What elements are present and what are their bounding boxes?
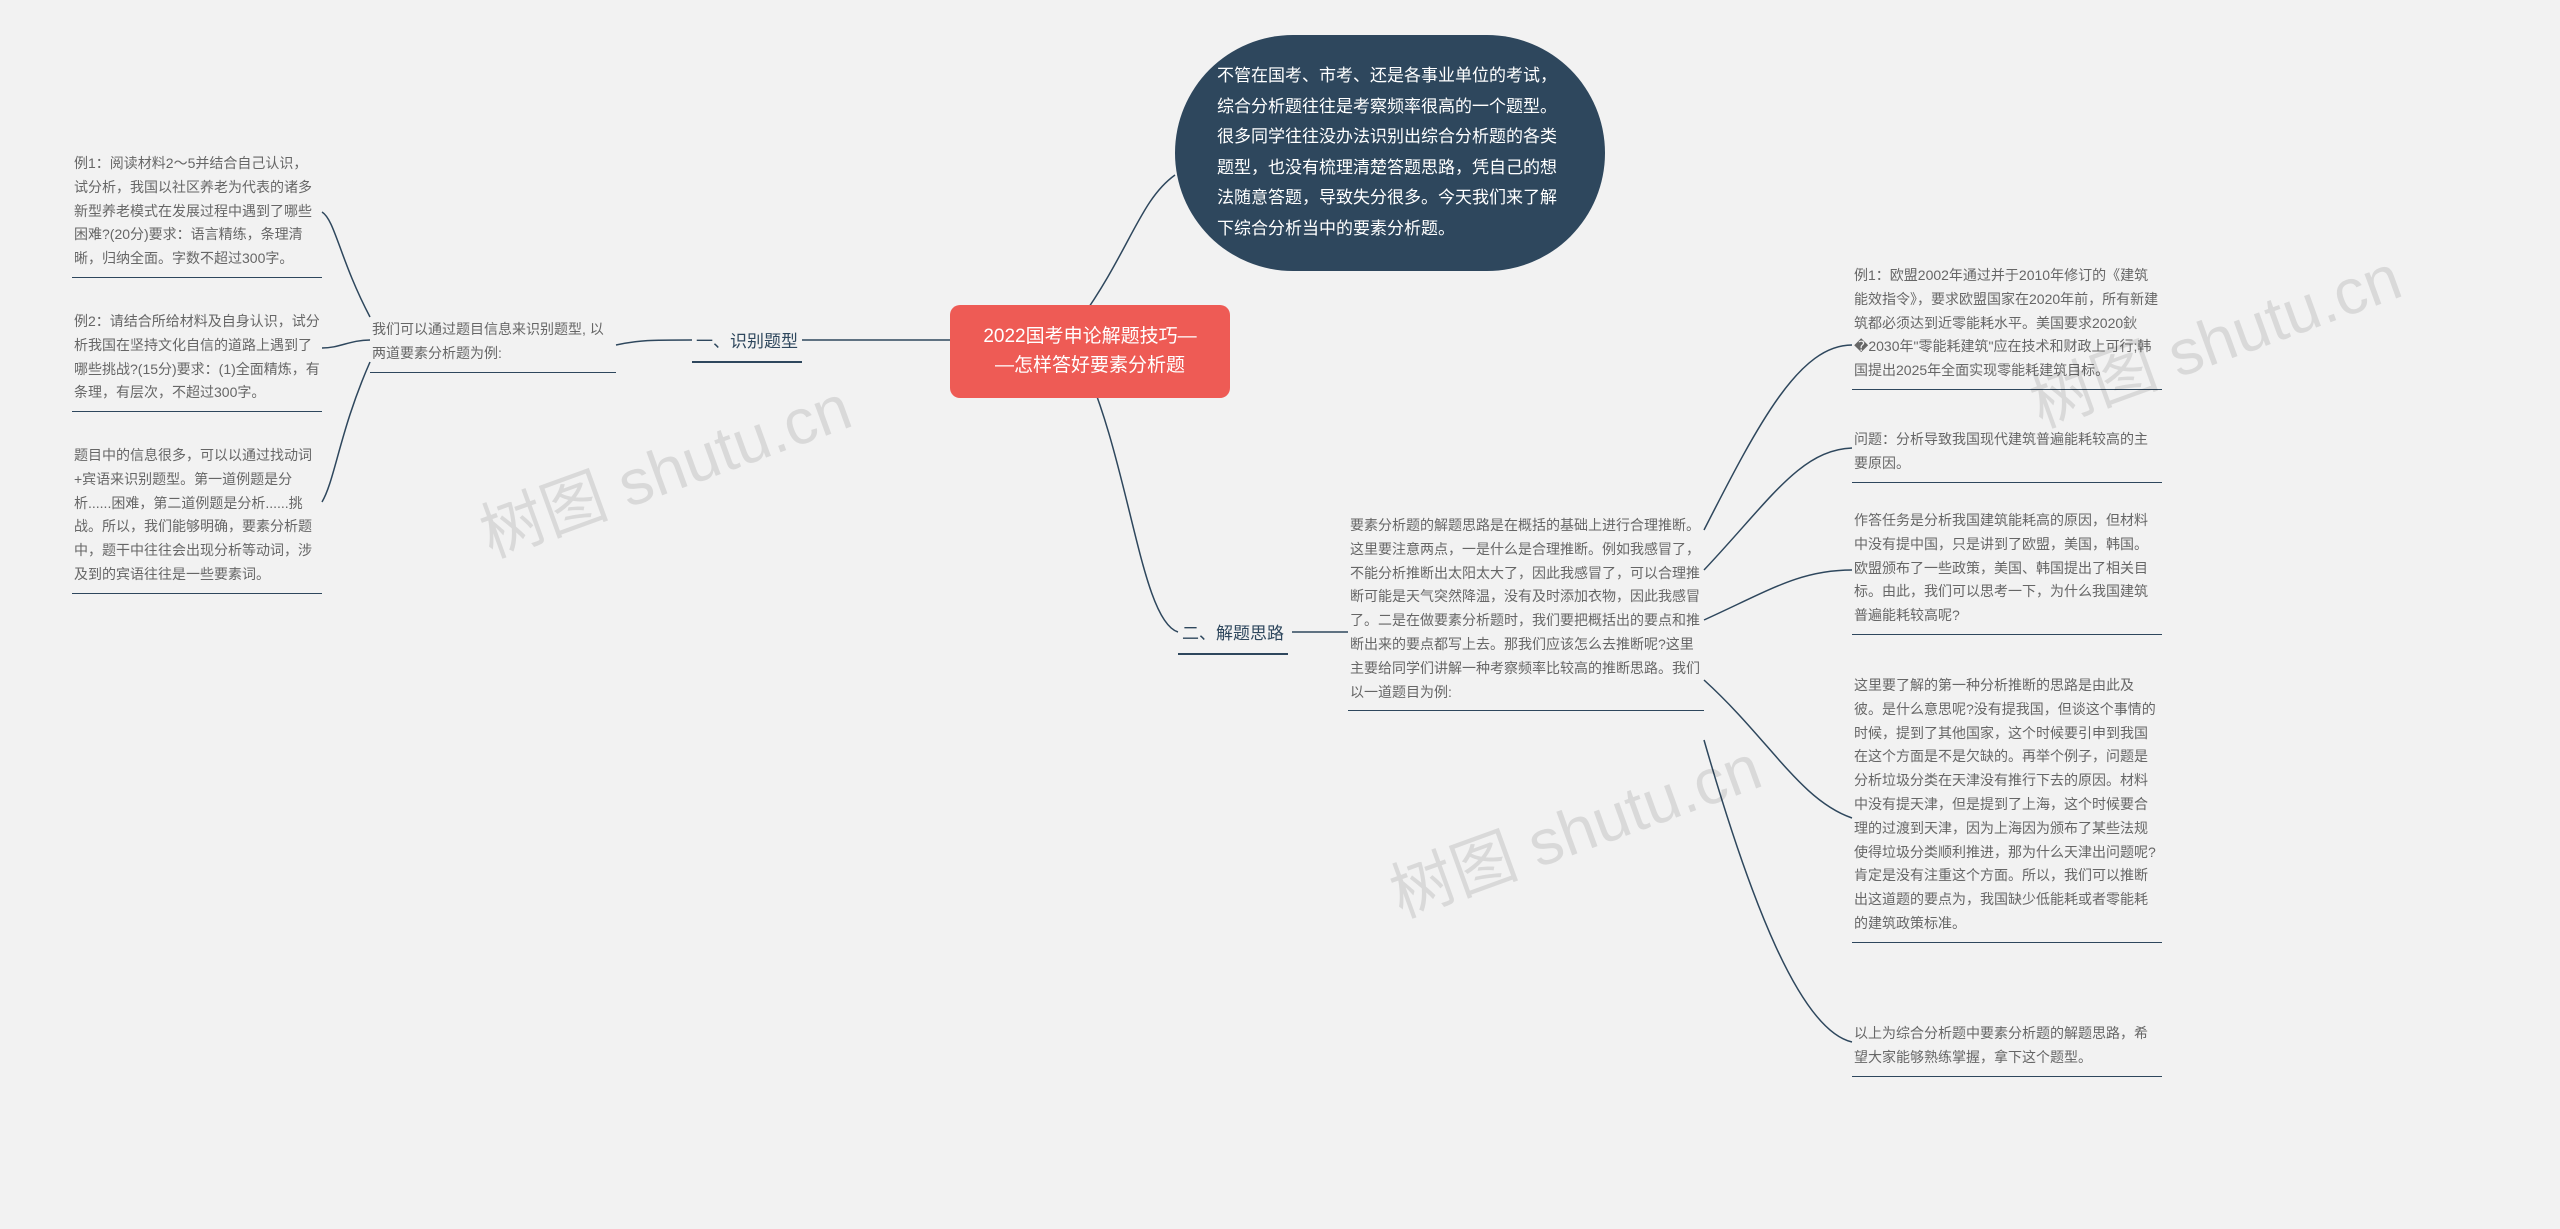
right-item-4: 这里要了解的第一种分析推断的思路是由此及彼。是什么意思呢?没有提我国，但谈这个事… [1852,670,2162,943]
root-line1: 2022国考申论解题技巧— [983,326,1196,347]
right-item-2: 问题：分析导致我国现代建筑普遍能耗较高的主要原因。 [1852,424,2162,483]
root-node: 2022国考申论解题技巧— —怎样答好要素分析题 [950,305,1230,398]
left-branch-label: 一、识别题型 [692,322,802,363]
right-sub-label: 要素分析题的解题思路是在概括的基础上进行合理推断。这里要注意两点，一是什么是合理… [1348,510,1704,711]
watermark-1: 树图 shutu.cn [466,356,862,575]
watermark-2: 树图 shutu.cn [1376,716,1772,935]
left-item-2: 例2：请结合所给材料及自身认识，试分析我国在坚持文化自信的道路上遇到了哪些挑战?… [72,306,322,412]
right-item-5: 以上为综合分析题中要素分析题的解题思路，希望大家能够熟练掌握，拿下这个题型。 [1852,1018,2162,1077]
intro-bubble: 不管在国考、市考、还是各事业单位的考试，综合分析题往往是考察频率很高的一个题型。… [1175,35,1605,271]
right-item-1: 例1：欧盟2002年通过并于2010年修订的《建筑能效指令》，要求欧盟国家在20… [1852,260,2162,390]
left-sub-label: 我们可以通过题目信息来识别题型, 以两道要素分析题为例: [370,314,616,373]
right-item-3: 作答任务是分析我国建筑能耗高的原因，但材料中没有提中国，只是讲到了欧盟，美国，韩… [1852,505,2162,635]
right-branch-label: 二、解题思路 [1178,614,1288,655]
left-item-3: 题目中的信息很多，可以以通过找动词+宾语来识别题型。第一道例题是分析......… [72,440,322,594]
root-line2: —怎样答好要素分析题 [995,355,1185,376]
left-item-1: 例1：阅读材料2～5并结合自己认识，试分析，我国以社区养老为代表的诸多新型养老模… [72,148,322,278]
